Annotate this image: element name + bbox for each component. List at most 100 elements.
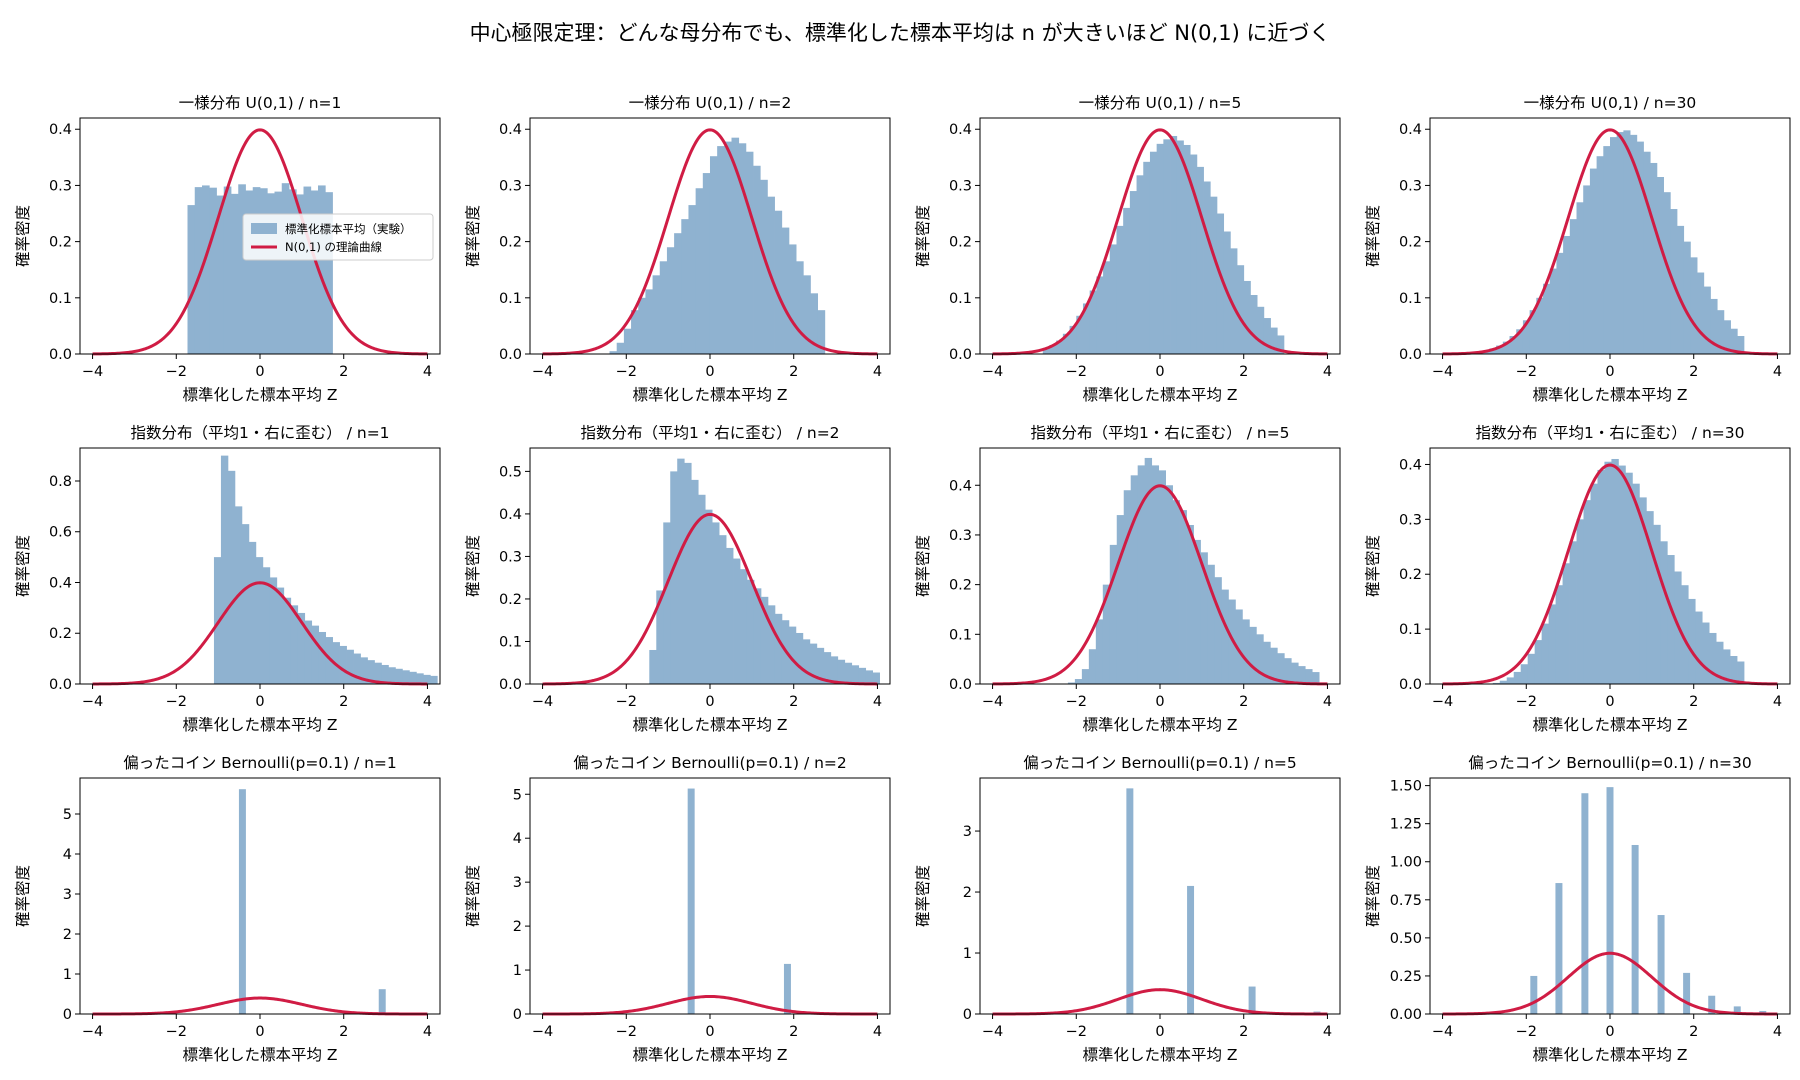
histogram-bar [1123,490,1132,684]
panel-title: 一様分布 U(0,1) / n=5 [1079,94,1242,112]
y-tick-label: 1.25 [1390,817,1422,833]
histogram-bar [1583,185,1591,354]
histogram-bar [220,455,229,684]
histogram-bar [1270,647,1278,684]
y-axis-label: 確率密度 [14,205,32,267]
histogram-bar [702,173,711,354]
axes-frame [79,777,441,1015]
y-tick-label: 1 [513,963,522,979]
histogram-bar [1277,335,1285,354]
y-tick-label: 0 [63,1007,72,1023]
panel-10: 偏ったコイン Bernoulli(p=0.1) / n=2 −4 −2 0 2 4 0 1 2 3… [464,754,891,1064]
histogram-bar [1502,341,1510,354]
y-tick-label: 1 [963,946,972,962]
histogram-bar [1733,1006,1741,1014]
legend-hist-swatch [251,223,277,234]
histogram-bar [1555,883,1563,1014]
histogram-bar [230,193,239,354]
x-tick-label: 4 [873,364,882,380]
histogram-bar [1149,151,1158,354]
x-tick-label: 0 [255,694,264,710]
histogram-bar [1082,303,1091,354]
y-tick-label: 0.4 [1399,122,1422,138]
y-tick-label: 0 [963,1007,972,1023]
x-tick-label: −2 [166,364,187,380]
histogram-bar [733,558,741,684]
histogram-bar [740,569,748,684]
histogram-bar [816,647,825,684]
histogram-bar [1144,457,1153,684]
y-tick-label: 0.1 [949,291,972,307]
histogram-bar [1235,609,1243,684]
histogram-bar [1520,664,1529,684]
panel-title: 一様分布 U(0,1) / n=30 [1524,94,1697,112]
y-tick-label: 4 [63,847,72,863]
histogram-bar [1123,207,1131,354]
histogram-bar [753,165,761,354]
x-tick-label: 0 [705,1024,714,1040]
x-tick-label: 0 [1605,1024,1614,1040]
normal-pdf-curve [992,988,1328,1016]
x-tick-label: −4 [982,364,1003,380]
panel-11: 偏ったコイン Bernoulli(p=0.1) / n=5 −4 −2 0 2 4 0 1 2 3… [914,754,1341,1064]
y-tick-label: 0.4 [949,122,972,138]
histogram-bar [1176,140,1184,354]
histogram-bar [1702,622,1710,684]
legend-box [242,213,434,261]
histogram-bar [1103,261,1111,354]
histogram-bar [378,989,386,1014]
histogram-bar [1193,539,1201,684]
histogram-bar [223,186,232,354]
y-tick-label: 0.2 [499,235,522,251]
histogram-bar [1249,626,1257,684]
y-tick-label: 0.0 [49,347,72,363]
histogram-bar [738,143,747,354]
histogram-bar [1049,345,1057,354]
histogram-bar [1221,589,1229,684]
histogram-bar [1730,656,1738,684]
histogram-bar [1737,336,1745,354]
histogram-bar [360,657,368,684]
histogram-bar [1589,168,1598,354]
histogram-bar [381,664,389,684]
x-tick-label: 2 [1239,364,1248,380]
histogram-bar [416,673,424,684]
histogram-bar [289,189,297,354]
histogram-bar [1522,320,1531,354]
x-tick-label: 0 [705,694,714,710]
histogram-bar [1076,315,1084,354]
histogram-bar [774,210,783,354]
histogram-bar [717,146,725,354]
histogram-bar [1534,640,1543,684]
y-axis-label: 確率密度 [14,865,32,927]
panel-title: 指数分布（平均1・右に歪む） / n=1 [130,424,389,442]
histogram-bar [691,479,699,684]
histogram-bars [213,455,438,684]
histogram-bar [788,244,797,354]
histogram-bars [1126,788,1321,1014]
panel-title: 一様分布 U(0,1) / n=1 [179,94,342,112]
histogram-bar [616,342,625,354]
histogram-bar [1616,132,1624,354]
y-tick-label: 1.00 [1390,855,1422,871]
histogram-bar [1562,563,1570,684]
histogram-bars [1476,130,1745,354]
histogram-bar [865,670,874,684]
y-axis-label: 確率密度 [914,535,932,597]
y-tick-label: 0.0 [1399,347,1422,363]
histogram-bar [1170,135,1178,354]
histogram-bar [1576,519,1584,684]
x-tick-label: 0 [705,364,714,380]
histogram-bar [1489,348,1497,354]
histogram-bar [1243,280,1251,354]
normal-pdf-curve [542,994,878,1016]
histogram-bar [1187,885,1195,1014]
histogram-bars [649,458,880,684]
x-tick-label: −4 [82,1024,103,1040]
axes-frame [529,777,891,1015]
y-tick-label: 0.3 [949,528,972,544]
y-tick-label: 0.3 [1399,178,1422,194]
x-axis-label: 標準化した標本平均 Z [1082,716,1237,734]
histogram-bar [1709,632,1717,684]
histogram-bar [262,567,271,684]
